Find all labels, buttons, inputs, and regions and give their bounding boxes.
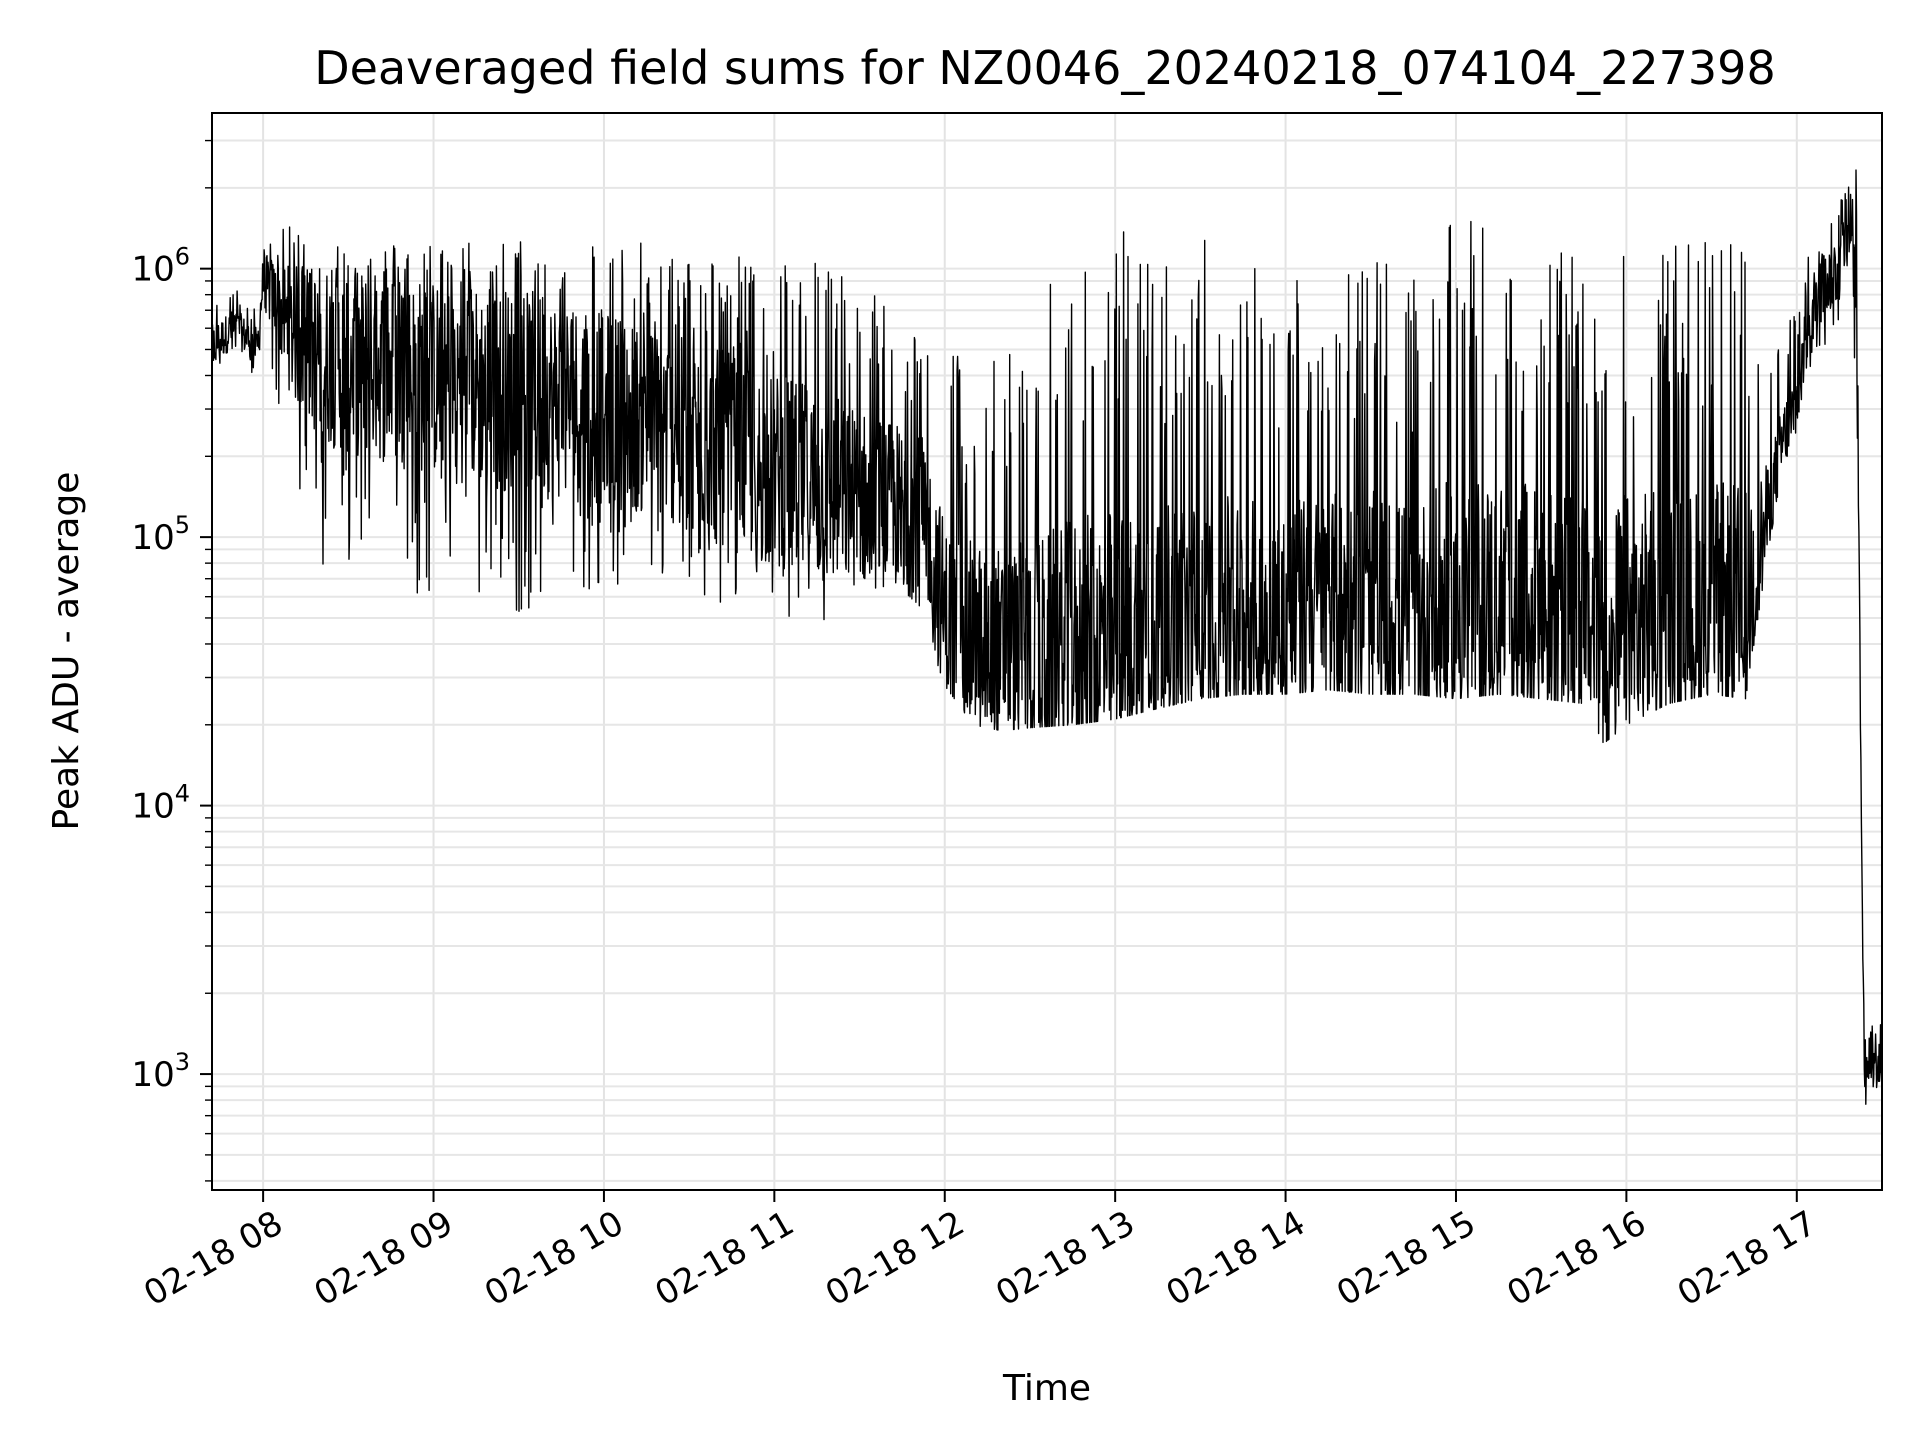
- y-tick-base: 10: [131, 1055, 174, 1095]
- y-axis-label: Peak ADU - average: [46, 472, 87, 831]
- series-line: [211, 169, 1883, 1105]
- y-tick-base: 10: [131, 518, 174, 558]
- plot-frame: [211, 112, 1883, 1191]
- y-tick-base: 10: [131, 250, 174, 290]
- grid: [212, 113, 1882, 1190]
- y-tick-exponent: 4: [175, 780, 190, 808]
- y-tick-label: 104: [131, 780, 190, 827]
- y-tick-exponent: 6: [175, 243, 190, 271]
- y-tick-label: 103: [131, 1048, 190, 1095]
- y-tick-exponent: 3: [175, 1048, 190, 1076]
- y-tick-base: 10: [131, 787, 174, 827]
- y-tick-exponent: 5: [175, 511, 190, 539]
- series-layer: [211, 169, 1883, 1105]
- x-axis-label: Time: [1002, 1368, 1091, 1409]
- y-tick-label: 105: [131, 511, 190, 558]
- y-tick-label: 106: [131, 243, 190, 290]
- chart-title: Deaveraged field sums for NZ0046_2024021…: [314, 41, 1775, 95]
